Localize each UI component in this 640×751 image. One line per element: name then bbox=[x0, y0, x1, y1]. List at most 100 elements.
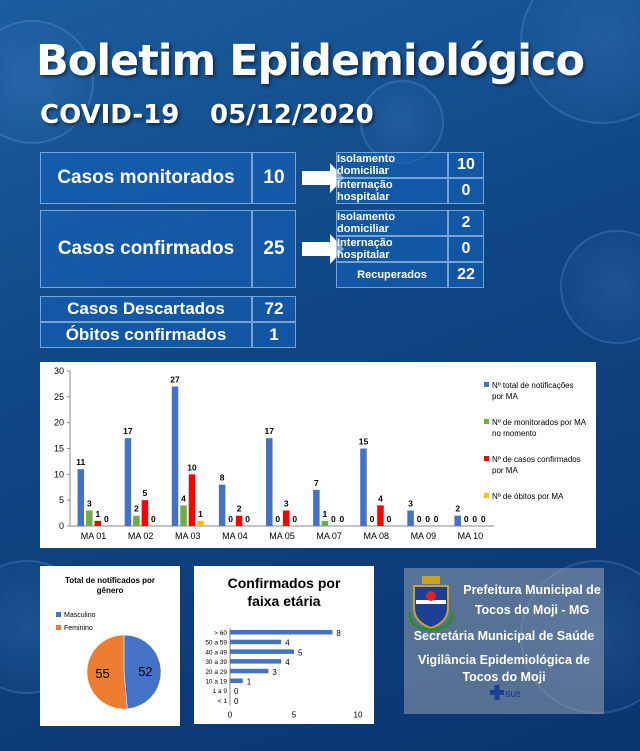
y-tick-label: < 1 bbox=[218, 698, 228, 705]
report-date: 05/12/2020 bbox=[210, 100, 374, 130]
bar bbox=[407, 510, 414, 526]
data-label: 2 bbox=[134, 504, 139, 514]
data-label: 0 bbox=[464, 514, 469, 524]
data-label: 17 bbox=[123, 426, 133, 436]
obitos-value: 1 bbox=[252, 322, 296, 348]
monitorados-label: Casos monitorados bbox=[40, 152, 252, 204]
bar bbox=[230, 659, 282, 664]
data-label: 7 bbox=[314, 478, 319, 488]
data-label: 0 bbox=[339, 514, 344, 524]
data-label: 1 bbox=[198, 509, 203, 519]
monitorados-row-value: 0 bbox=[448, 178, 484, 204]
data-label: 3 bbox=[87, 499, 92, 509]
bar bbox=[230, 668, 269, 674]
slice-label: 55 bbox=[95, 666, 109, 681]
legend-label: Nº de óbitos por MA bbox=[492, 492, 564, 501]
y-tick-label: 30 bbox=[54, 366, 64, 376]
monitorados-row-label: Internação hospitalar bbox=[336, 178, 448, 204]
bar bbox=[283, 510, 290, 526]
sus-icon: SUS bbox=[490, 685, 520, 700]
legend-label: Masculino bbox=[64, 612, 96, 619]
sus-label: SUS bbox=[505, 690, 520, 699]
data-label: 0 bbox=[417, 514, 422, 524]
data-label: 11 bbox=[76, 457, 85, 467]
secretaria-line: Secretária Municipal de Saúde bbox=[413, 629, 595, 643]
institution-panel: SUS Prefeitura Municipal de Tocos do Moj… bbox=[404, 568, 604, 714]
data-label: 0 bbox=[275, 514, 280, 524]
confirmados-row-value: 2 bbox=[448, 210, 484, 236]
bar bbox=[235, 515, 243, 526]
bar bbox=[188, 474, 196, 526]
pie-slice bbox=[123, 634, 162, 710]
x-tick-label: MA 10 bbox=[458, 531, 484, 541]
data-label: 2 bbox=[237, 504, 242, 514]
confirmados-row-label: Recuperados bbox=[336, 262, 448, 288]
page-title: Boletim Epidemiológico bbox=[36, 36, 585, 86]
slice-label: 52 bbox=[138, 664, 152, 679]
data-label: 0 bbox=[434, 514, 439, 524]
vigilancia-city-line: Tocos do Moji bbox=[462, 670, 546, 684]
y-tick-label: > 60 bbox=[214, 630, 227, 637]
data-label: 0 bbox=[234, 687, 239, 696]
bar bbox=[124, 438, 132, 526]
bar bbox=[377, 505, 384, 526]
data-label: 0 bbox=[425, 514, 430, 524]
obitos-label: Óbitos confirmados bbox=[40, 322, 252, 348]
data-label: 4 bbox=[378, 493, 383, 503]
bar bbox=[141, 500, 149, 526]
bar-chart-panel: 0 5 10 15 20 25 30 MA 01 11 3 1 0 MA 02 17 2 5 0 MA 03 27 4… bbox=[40, 362, 596, 548]
monitorados-value: 10 bbox=[252, 152, 296, 204]
y-tick-label: 15 bbox=[54, 444, 64, 454]
pie-chart: Total de notificados por gênero Masculino F… bbox=[56, 576, 162, 710]
age-chart-panel: Confirmados por faixa etária > 60 8 50 a 59 4… bbox=[194, 566, 374, 724]
data-label: 5 bbox=[143, 488, 148, 498]
data-label: 2 bbox=[455, 504, 460, 514]
monitorados-row-label: Isolamento domiciliar bbox=[336, 152, 448, 178]
legend-swatch bbox=[484, 419, 489, 424]
data-label: 0 bbox=[151, 514, 156, 524]
arrow-icon bbox=[302, 234, 344, 264]
vigilancia-line: Vigilância Epidemiológica de bbox=[417, 653, 591, 667]
prefeitura-line: Prefeitura Municipal de bbox=[463, 583, 601, 597]
y-tick-label: 10 a 19 bbox=[205, 679, 227, 686]
legend-label: Nº total de notificações por MA bbox=[492, 381, 574, 401]
data-label: 27 bbox=[170, 375, 180, 385]
y-tick-label: 20 a 29 bbox=[205, 669, 227, 676]
data-label: 8 bbox=[336, 629, 341, 638]
y-tick-label: 40 a 49 bbox=[205, 649, 227, 656]
confirmados-value: 25 bbox=[252, 210, 296, 288]
arrow-icon bbox=[302, 163, 344, 193]
confirmados-row-label: Internação hospitalar bbox=[336, 236, 448, 262]
y-tick-label: 0 bbox=[59, 521, 64, 531]
data-label: 4 bbox=[181, 493, 186, 503]
data-label: 0 bbox=[387, 514, 392, 524]
y-tick-label: 1 a 9 bbox=[213, 688, 228, 695]
data-label: 0 bbox=[481, 514, 486, 524]
legend-swatch bbox=[56, 625, 61, 630]
descartados-value: 72 bbox=[252, 296, 296, 322]
y-tick-label: 30 a 39 bbox=[205, 659, 227, 666]
confirmados-row-label: Isolamento domiciliar bbox=[336, 210, 448, 236]
bar bbox=[77, 469, 85, 526]
city-line: Tocos do Moji - MG bbox=[474, 603, 590, 617]
bar bbox=[454, 515, 461, 526]
bar bbox=[218, 484, 226, 526]
pie-slice bbox=[86, 634, 128, 710]
legend-swatch bbox=[484, 456, 489, 461]
legend-swatch bbox=[56, 612, 61, 617]
confirmados-row-value: 22 bbox=[448, 262, 484, 288]
x-tick-label: 10 bbox=[354, 711, 363, 720]
data-label: 0 bbox=[292, 514, 297, 524]
pie-chart-panel: Total de notificados por gênero Masculino F… bbox=[40, 566, 180, 726]
bar bbox=[133, 515, 140, 526]
legend-swatch bbox=[484, 493, 489, 498]
bar bbox=[86, 510, 93, 526]
data-label: 10 bbox=[187, 462, 197, 472]
y-tick-label: 20 bbox=[54, 418, 64, 428]
x-tick-label: 5 bbox=[292, 711, 297, 720]
bar bbox=[313, 489, 320, 526]
age-chart: Confirmados por faixa etária > 60 8 50 a 59 4… bbox=[205, 575, 363, 720]
covid-label: COVID-19 bbox=[40, 100, 180, 130]
bar bbox=[180, 505, 187, 526]
